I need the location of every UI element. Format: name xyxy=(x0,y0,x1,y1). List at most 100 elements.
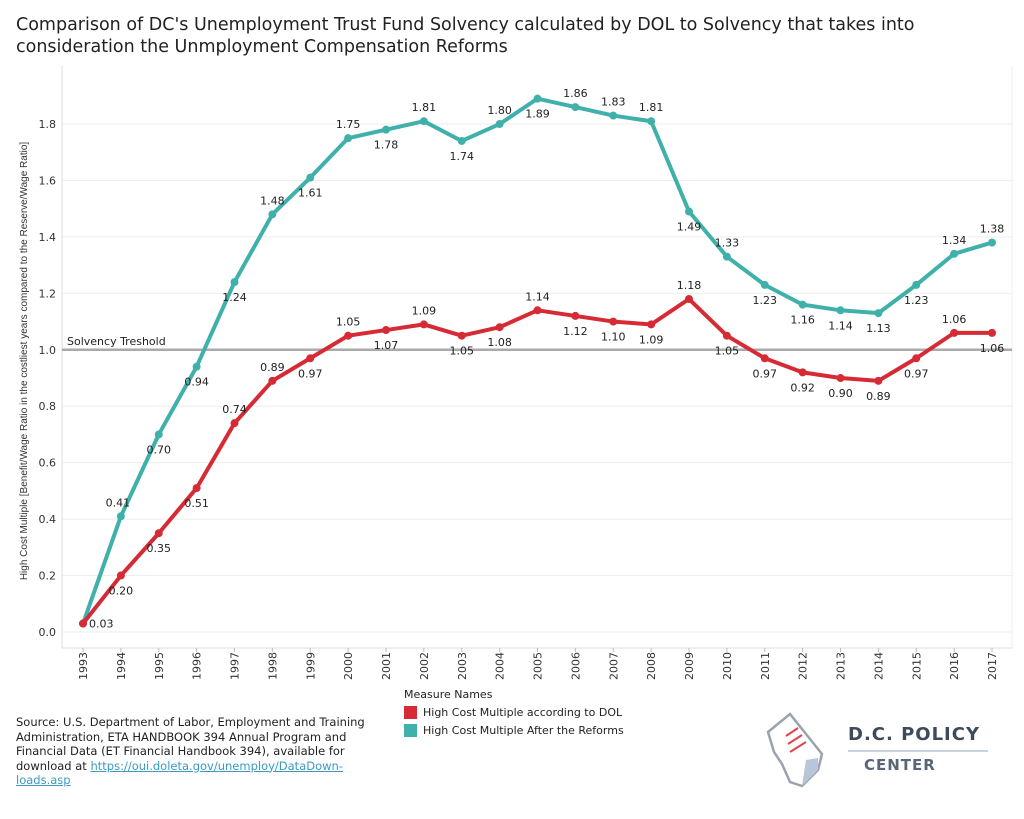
data-label: 0.74 xyxy=(222,403,247,416)
data-point xyxy=(154,529,163,538)
data-point xyxy=(495,120,504,129)
data-point xyxy=(685,295,693,304)
data-label: 1.13 xyxy=(866,322,891,335)
x-tick-label: 2017 xyxy=(986,652,999,680)
data-point xyxy=(116,512,125,521)
x-tick-label: 2004 xyxy=(494,652,507,680)
x-tick-label: 2008 xyxy=(645,652,658,680)
source-text: Source: U.S. Department of Labor, Employ… xyxy=(16,715,365,773)
data-point xyxy=(192,484,201,493)
data-label: 1.23 xyxy=(753,294,778,307)
data-point xyxy=(836,306,845,315)
data-label: 0.97 xyxy=(904,367,929,380)
legend: Measure Names High Cost Multiple accordi… xyxy=(404,688,624,737)
data-label: 1.05 xyxy=(715,345,740,358)
legend-label: High Cost Multiple according to DOL xyxy=(423,706,623,719)
x-tick-label: 1998 xyxy=(266,652,279,680)
data-label: 1.08 xyxy=(487,336,512,349)
data-label: 1.10 xyxy=(601,331,626,344)
logo-rule xyxy=(848,750,988,752)
data-label: 1.81 xyxy=(639,101,664,114)
y-tick-label: 1.4 xyxy=(39,231,57,244)
data-label: 1.14 xyxy=(828,319,853,332)
data-point xyxy=(988,328,996,337)
data-label: 0.92 xyxy=(790,381,815,394)
data-label: 1.83 xyxy=(601,96,626,109)
series-line-dol xyxy=(81,297,992,625)
data-label: 1.81 xyxy=(412,101,437,114)
data-point xyxy=(609,317,618,326)
data-point xyxy=(116,571,125,580)
source-link[interactable]: https://oui.doleta.gov/unemploy/DataDown… xyxy=(16,758,343,788)
data-label: 1.18 xyxy=(677,279,702,292)
data-label: 0.51 xyxy=(184,497,209,510)
x-tick-label: 1997 xyxy=(229,652,242,680)
x-tick-label: 2010 xyxy=(721,652,734,680)
series-line-reforms xyxy=(81,96,993,625)
data-label: 1.12 xyxy=(563,325,588,338)
y-tick-label: 1.6 xyxy=(39,174,57,187)
x-tick-label: 2001 xyxy=(380,652,393,680)
x-tick-label: 2014 xyxy=(872,652,885,680)
y-tick-label: 1.0 xyxy=(39,344,57,357)
x-tick-label: 2012 xyxy=(797,652,810,680)
legend-item-reforms[interactable]: High Cost Multiple After the Reforms xyxy=(404,724,624,737)
data-point xyxy=(533,94,542,103)
data-point xyxy=(419,320,428,329)
data-label: 0.20 xyxy=(109,585,134,598)
data-label: 1.89 xyxy=(525,108,550,121)
data-label: 1.05 xyxy=(336,316,361,329)
data-label: 0.41 xyxy=(106,496,131,509)
x-tick-label: 2013 xyxy=(835,652,848,680)
data-point xyxy=(457,136,466,145)
data-point xyxy=(382,326,390,335)
data-point xyxy=(230,278,239,287)
data-point xyxy=(344,331,353,340)
x-tick-label: 1993 xyxy=(77,652,90,680)
data-label: 1.34 xyxy=(942,234,967,247)
data-point xyxy=(950,249,959,258)
data-label: 1.14 xyxy=(525,290,550,303)
x-tick-label: 2007 xyxy=(607,652,620,680)
y-tick-label: 1.2 xyxy=(39,287,57,300)
data-label: 1.33 xyxy=(715,237,740,250)
data-label: 1.09 xyxy=(412,304,437,317)
y-tick-label: 1.8 xyxy=(39,118,57,131)
data-label: 1.49 xyxy=(677,221,702,234)
data-point xyxy=(154,430,163,439)
data-label: 1.74 xyxy=(450,150,475,163)
data-label: 0.97 xyxy=(753,367,778,380)
data-point xyxy=(912,354,921,363)
data-label: 1.06 xyxy=(980,342,1005,355)
data-point xyxy=(722,252,731,261)
data-point xyxy=(382,125,390,134)
data-label: 0.90 xyxy=(828,387,853,400)
x-tick-label: 2005 xyxy=(532,652,545,680)
y-tick-label: 0.6 xyxy=(39,457,57,470)
data-label: 0.89 xyxy=(260,361,285,374)
x-tick-label: 1999 xyxy=(304,652,317,680)
data-label: 1.06 xyxy=(942,313,967,326)
data-label: 1.38 xyxy=(980,223,1005,236)
data-point xyxy=(950,328,959,337)
legend-swatch-red xyxy=(404,706,417,719)
data-point xyxy=(571,311,580,320)
data-point xyxy=(306,173,315,182)
y-tick-label: 0.0 xyxy=(39,626,57,639)
chart-title: Comparison of DC's Unemployment Trust Fu… xyxy=(16,15,915,57)
x-tick-label: 2016 xyxy=(948,652,961,680)
data-label: 0.03 xyxy=(89,618,114,631)
logo-text-line1: D.C. POLICY xyxy=(848,724,980,745)
data-label: 1.23 xyxy=(904,294,929,307)
data-point xyxy=(533,306,542,315)
x-tick-label: 2011 xyxy=(759,652,772,680)
data-point xyxy=(230,419,239,428)
legend-item-dol[interactable]: High Cost Multiple according to DOL xyxy=(404,706,624,719)
data-point xyxy=(609,111,618,120)
data-point xyxy=(798,300,807,309)
data-point xyxy=(874,309,883,318)
y-tick-label: 0.8 xyxy=(39,400,57,413)
data-point xyxy=(685,207,693,216)
y-tick-label: 0.2 xyxy=(39,570,57,583)
